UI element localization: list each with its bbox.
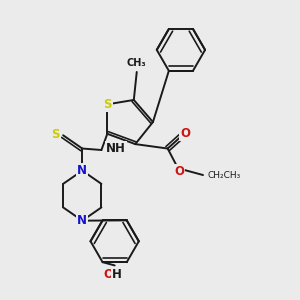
Text: CH₂CH₃: CH₂CH₃ bbox=[207, 170, 241, 179]
Text: S: S bbox=[103, 98, 112, 111]
Text: O: O bbox=[103, 268, 113, 281]
Text: N: N bbox=[77, 214, 87, 227]
Text: NH: NH bbox=[106, 142, 126, 155]
Text: H: H bbox=[112, 268, 122, 281]
Text: N: N bbox=[77, 164, 87, 177]
Text: CH₃: CH₃ bbox=[127, 58, 147, 68]
Text: O: O bbox=[174, 165, 184, 178]
Text: S: S bbox=[51, 128, 60, 141]
Text: O: O bbox=[180, 127, 190, 140]
